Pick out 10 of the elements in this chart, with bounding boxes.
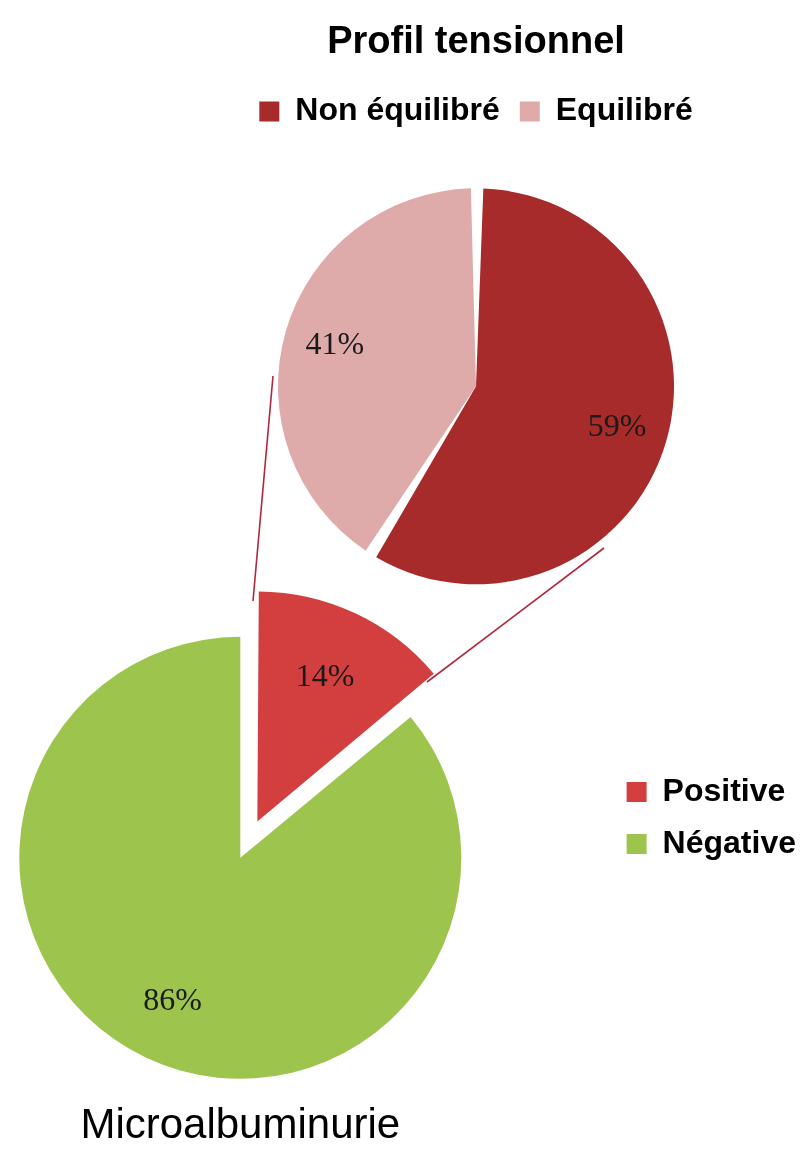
chart-title: Profil tensionnel	[327, 19, 625, 62]
legend-label: Positive	[662, 771, 786, 808]
data-label: 14%	[295, 657, 355, 694]
legend-label: Equilibré	[555, 91, 693, 128]
data-label: 86%	[143, 981, 202, 1018]
text: Microalbuminurie	[80, 1100, 401, 1148]
legend-label: Non équilibré	[295, 91, 500, 128]
legend-label: Négative	[662, 823, 796, 860]
data-label: 59%	[587, 406, 647, 443]
data-label: 41%	[305, 324, 365, 361]
